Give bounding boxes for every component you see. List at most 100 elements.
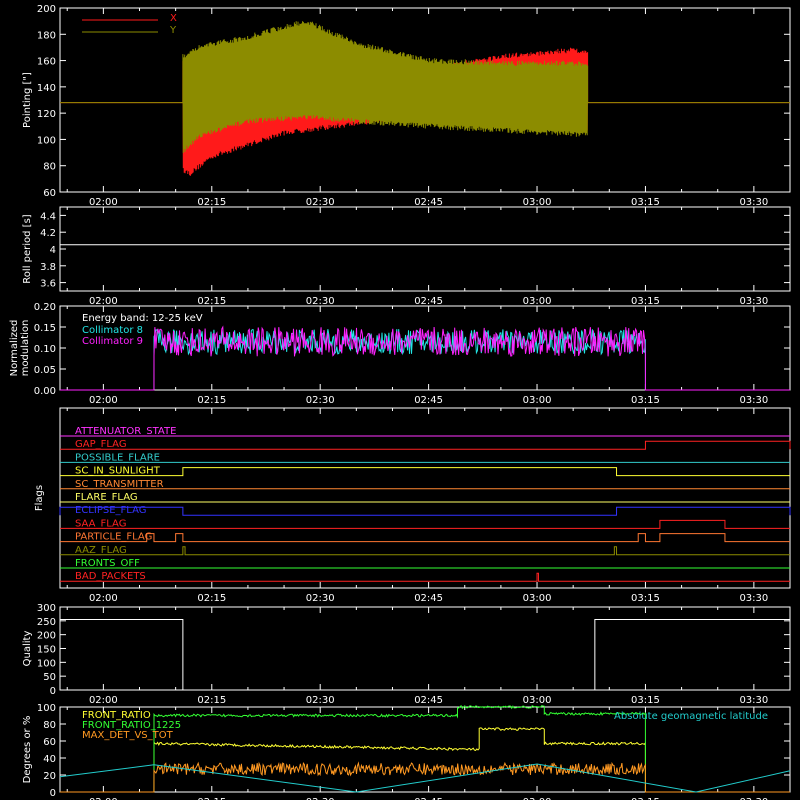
y-axis-label: Quality	[22, 631, 33, 667]
flag-label: BAD_PACKETS	[75, 571, 146, 582]
flag-line-saa-flag	[60, 519, 790, 529]
quality-line	[60, 618, 790, 691]
y-tick-label: 250	[37, 617, 56, 628]
x-tick-label: 02:15	[197, 797, 226, 800]
x-tick-label: 02:30	[306, 197, 335, 208]
flag-line-bad-packets	[60, 572, 790, 582]
y-tick-label: 160	[37, 57, 56, 68]
flag-label: SAA_FLAG	[75, 518, 126, 529]
flag-label: SC_IN_SUNLIGHT	[75, 466, 161, 477]
y-tick-label: 40	[43, 754, 56, 765]
x-tick-label: 03:30	[739, 695, 768, 706]
legend-label: FRONT_RATIO	[82, 710, 151, 721]
y-axis-label: Flags	[34, 485, 45, 511]
y-tick-label: 60	[43, 737, 56, 748]
y-tick-label: 60	[43, 188, 56, 199]
flag-label: GAP_FLAG	[75, 439, 127, 450]
x-tick-label: 03:30	[739, 395, 768, 406]
x-tick-label: 02:15	[197, 296, 226, 307]
y-tick-label: 0.15	[34, 323, 56, 334]
y-tick-label: 50	[43, 672, 56, 683]
legend-label: Collimator 9	[82, 336, 143, 347]
y-tick-label: 0.00	[34, 386, 56, 397]
x-tick-label: 03:30	[739, 593, 768, 604]
y-tick-label: 20	[43, 771, 56, 782]
series-line-y	[60, 21, 790, 153]
y-tick-label: 3.8	[40, 262, 56, 273]
x-tick-label: 02:30	[306, 395, 335, 406]
x-tick-label: 02:15	[197, 695, 226, 706]
x-tick-label: 02:00	[89, 695, 118, 706]
x-tick-label: 02:15	[197, 593, 226, 604]
series-line-front-ratio	[60, 727, 790, 793]
y-tick-label: 80	[43, 720, 56, 731]
series-line-absolute-geomagnetic-latitude	[59, 763, 791, 793]
flag-line-aaz-flag	[60, 546, 790, 556]
x-tick-label: 03:15	[631, 197, 660, 208]
flag-line-eclipse-flag	[59, 506, 791, 516]
x-tick-label: 02:30	[306, 593, 335, 604]
x-tick-label: 03:00	[523, 296, 552, 307]
x-tick-label: 02:45	[414, 296, 443, 307]
flag-label: AAZ_FLAG	[75, 545, 127, 556]
x-tick-label: 03:30	[739, 197, 768, 208]
y-tick-label: 180	[37, 30, 56, 41]
plot-frame	[59, 7, 791, 193]
y-tick-label: 0.05	[34, 365, 56, 376]
legend-label: Collimator 8	[82, 325, 143, 336]
legend-label: Y	[169, 25, 177, 36]
x-tick-label: 03:30	[739, 296, 768, 307]
legend-label: FRONT_RATIO_1225	[82, 720, 181, 731]
x-tick-label: 02:30	[306, 695, 335, 706]
panel-roll: 02:00 02:15 02:30 02:45 03:00 03:15 03:30 Roll …	[22, 206, 791, 307]
x-tick-label: 02:30	[306, 296, 335, 307]
panel-modulation: 02:00 02:15 02:30 02:45 03:00 03:15 03:30 Norma…	[9, 302, 791, 406]
x-tick-label: 02:00	[89, 395, 118, 406]
x-tick-label: 03:00	[523, 797, 552, 800]
flag-label: ATTENUATOR_STATE	[75, 426, 176, 437]
x-tick-label: 02:45	[414, 395, 443, 406]
x-tick-label: 03:15	[631, 296, 660, 307]
x-tick-label: 02:15	[197, 395, 226, 406]
y-tick-label: 100	[37, 658, 56, 669]
y-tick-label: 0	[50, 686, 56, 697]
series-line-max-det-vs-tot	[60, 761, 790, 793]
x-tick-label: 03:00	[523, 197, 552, 208]
series-line-collimator-9	[60, 325, 790, 391]
y-tick-label: 4	[50, 245, 56, 256]
y-tick-label: 80	[43, 162, 56, 173]
x-tick-label: 02:00	[89, 797, 118, 800]
y-axis-label: Normalized	[9, 320, 20, 377]
flag-line-gap-flag	[60, 440, 791, 450]
x-tick-label: 03:00	[523, 395, 552, 406]
y-tick-label: 0	[50, 788, 56, 799]
x-tick-label: 03:15	[631, 395, 660, 406]
x-tick-label: 02:30	[306, 797, 335, 800]
x-tick-label: 03:15	[631, 593, 660, 604]
plot-frame	[59, 407, 791, 589]
y-tick-label: 3.6	[40, 279, 56, 290]
y-tick-label: 300	[37, 603, 56, 614]
y-tick-label: 200	[37, 4, 56, 15]
legend-label: MAX_DET_VS_TOT	[82, 730, 174, 741]
x-tick-label: 03:00	[523, 695, 552, 706]
y-tick-label: 0.10	[34, 344, 56, 355]
panel-flags: 02:00 02:15 02:30 02:45 03:00 03:15 03:30 Flags…	[34, 407, 791, 604]
x-tick-label: 03:30	[739, 797, 768, 800]
flag-line-particle-flag	[60, 533, 790, 543]
y-tick-label: 200	[37, 631, 56, 642]
y-axis-label: Roll period [s]	[22, 214, 33, 283]
x-tick-label: 02:45	[414, 695, 443, 706]
y-tick-label: 140	[37, 83, 56, 94]
y-tick-label: 4.2	[40, 228, 56, 239]
x-tick-label: 02:15	[197, 197, 226, 208]
panel-pointing: 02:00 02:15 02:30 02:45 03:00 03:15 03:30 Point…	[22, 4, 791, 208]
series-line-front-ratio-1225	[60, 705, 790, 793]
y-axis-label: modulation	[20, 320, 31, 377]
y-tick-label: 100	[37, 135, 56, 146]
flag-label: FLARE_FLAG	[75, 492, 138, 503]
legend-label: X	[170, 13, 177, 24]
annotation-energy-band: Energy band: 12-25 keV	[82, 313, 203, 324]
flag-label: PARTICLE_FLAG	[75, 532, 152, 543]
